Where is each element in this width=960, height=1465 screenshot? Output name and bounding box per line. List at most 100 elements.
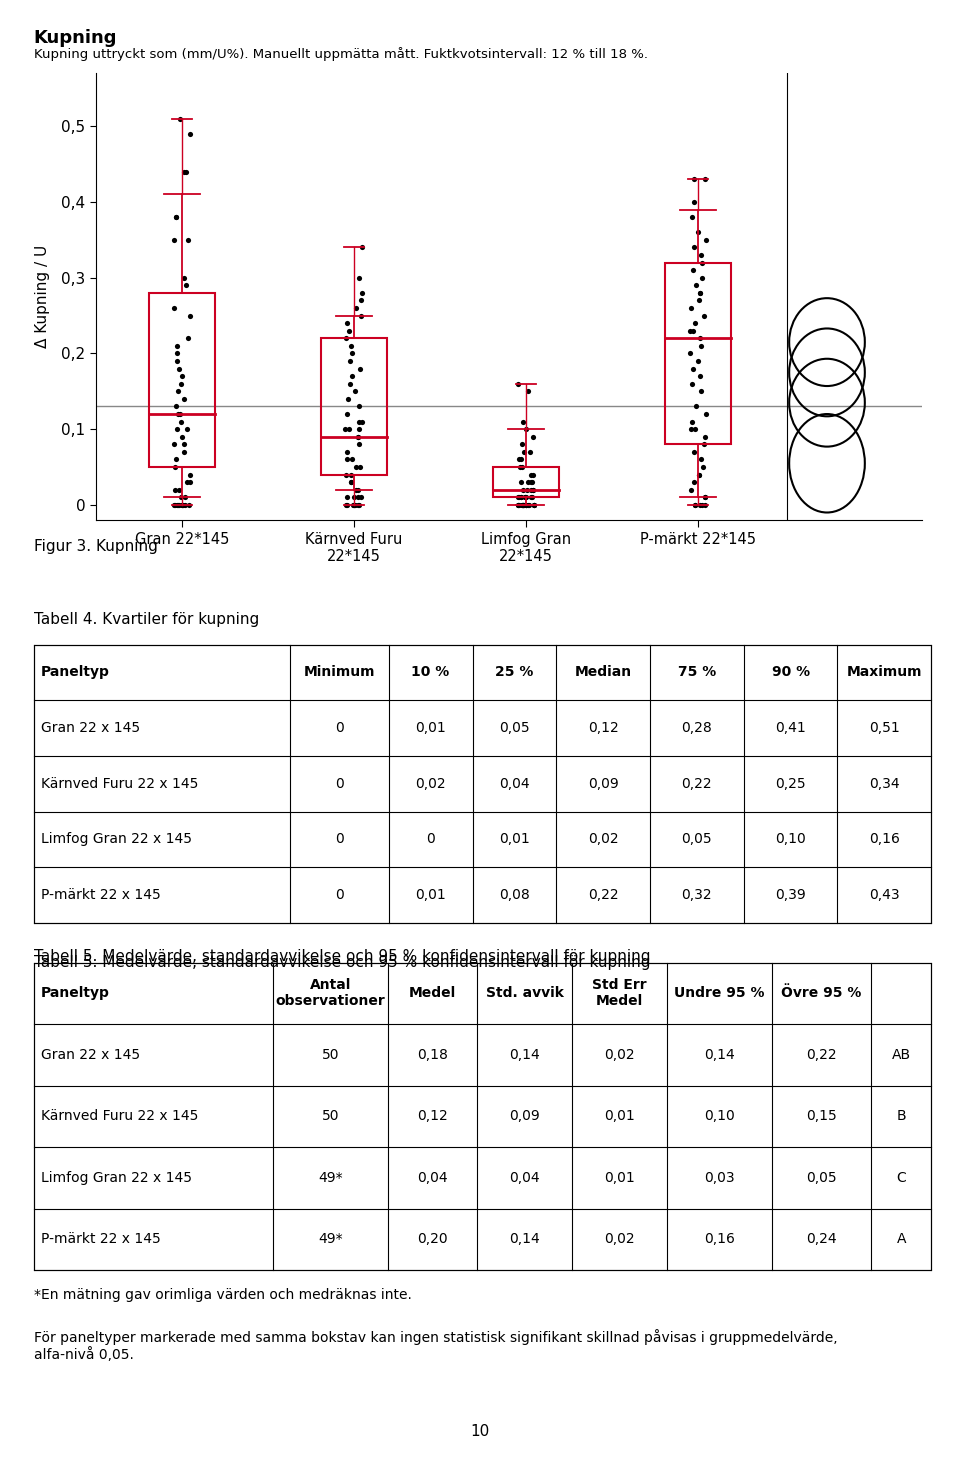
Text: 50: 50 bbox=[322, 1109, 339, 1124]
Text: Limfog Gran 22 x 145: Limfog Gran 22 x 145 bbox=[40, 1171, 192, 1185]
Point bbox=[525, 478, 540, 501]
Text: Paneltyp: Paneltyp bbox=[40, 986, 109, 1001]
Point bbox=[166, 494, 181, 517]
Text: Median: Median bbox=[575, 665, 632, 680]
Point bbox=[180, 229, 196, 252]
Point bbox=[345, 341, 360, 365]
Point bbox=[525, 425, 540, 448]
Point bbox=[169, 334, 184, 357]
Point bbox=[685, 470, 701, 494]
Point bbox=[516, 410, 531, 434]
Text: 0: 0 bbox=[426, 832, 435, 847]
Point bbox=[348, 296, 364, 319]
Point bbox=[686, 167, 702, 190]
Point bbox=[518, 485, 534, 508]
Point bbox=[512, 485, 527, 508]
Text: 0,01: 0,01 bbox=[604, 1109, 635, 1124]
Point bbox=[696, 456, 711, 479]
Point bbox=[348, 494, 363, 517]
Point bbox=[354, 281, 370, 305]
Text: 0,01: 0,01 bbox=[604, 1171, 635, 1185]
Point bbox=[344, 334, 359, 357]
Text: 0,04: 0,04 bbox=[499, 776, 530, 791]
Text: 0,22: 0,22 bbox=[806, 1047, 837, 1062]
Point bbox=[520, 470, 536, 494]
Point bbox=[348, 379, 363, 403]
Point bbox=[514, 494, 529, 517]
Point bbox=[166, 296, 181, 319]
Text: 0,01: 0,01 bbox=[416, 888, 446, 902]
Text: 0,02: 0,02 bbox=[416, 776, 446, 791]
Text: 0,08: 0,08 bbox=[499, 888, 530, 902]
Text: 75 %: 75 % bbox=[678, 665, 716, 680]
Text: 0,05: 0,05 bbox=[682, 832, 712, 847]
Point bbox=[169, 349, 184, 372]
Point bbox=[351, 418, 367, 441]
Text: B: B bbox=[897, 1109, 906, 1124]
Text: 0,09: 0,09 bbox=[510, 1109, 540, 1124]
Text: P-märkt 22 x 145: P-märkt 22 x 145 bbox=[40, 888, 160, 902]
Text: 0,28: 0,28 bbox=[682, 721, 712, 735]
Point bbox=[344, 365, 359, 388]
Text: 0,09: 0,09 bbox=[588, 776, 618, 791]
Point bbox=[690, 221, 706, 245]
Point bbox=[169, 341, 184, 365]
Point bbox=[685, 236, 701, 259]
Text: 0,04: 0,04 bbox=[418, 1171, 448, 1185]
Point bbox=[339, 327, 354, 350]
Text: 25 %: 25 % bbox=[495, 665, 534, 680]
Point bbox=[182, 470, 198, 494]
Point bbox=[350, 425, 366, 448]
Point bbox=[181, 494, 197, 517]
Text: 0,22: 0,22 bbox=[682, 776, 712, 791]
Point bbox=[693, 448, 708, 472]
Point bbox=[524, 485, 540, 508]
Text: Gran 22 x 145: Gran 22 x 145 bbox=[40, 721, 140, 735]
Point bbox=[340, 485, 355, 508]
Text: Limfog Gran 22 x 145: Limfog Gran 22 x 145 bbox=[40, 832, 192, 847]
Point bbox=[350, 485, 366, 508]
Point bbox=[526, 463, 541, 486]
Point bbox=[526, 494, 541, 517]
Point bbox=[682, 341, 697, 365]
Point bbox=[168, 494, 183, 517]
Point bbox=[354, 236, 370, 259]
Point bbox=[339, 312, 354, 335]
Text: 0,10: 0,10 bbox=[776, 832, 806, 847]
Point bbox=[511, 372, 526, 396]
Point bbox=[351, 394, 367, 418]
Point bbox=[340, 387, 355, 410]
Point bbox=[697, 485, 712, 508]
Point bbox=[516, 494, 531, 517]
Point bbox=[176, 267, 191, 290]
Point bbox=[511, 494, 526, 517]
Point bbox=[687, 494, 703, 517]
Point bbox=[351, 432, 367, 456]
Point bbox=[345, 494, 360, 517]
Point bbox=[346, 485, 361, 508]
Text: 0,12: 0,12 bbox=[418, 1109, 448, 1124]
Point bbox=[350, 494, 366, 517]
Point bbox=[171, 357, 186, 381]
Point bbox=[695, 251, 710, 274]
Text: 0,14: 0,14 bbox=[704, 1047, 734, 1062]
Text: Antal
observationer: Antal observationer bbox=[276, 979, 385, 1008]
Point bbox=[348, 478, 364, 501]
Point bbox=[697, 494, 712, 517]
Point bbox=[339, 440, 354, 463]
Point bbox=[691, 463, 707, 486]
Point bbox=[180, 418, 195, 441]
Point bbox=[518, 494, 534, 517]
Point bbox=[352, 456, 368, 479]
Point bbox=[167, 456, 182, 479]
Point bbox=[351, 410, 367, 434]
Point bbox=[353, 289, 369, 312]
Text: 49*: 49* bbox=[318, 1171, 343, 1185]
Bar bbox=[150, 293, 215, 467]
Text: 0,03: 0,03 bbox=[704, 1171, 734, 1185]
Point bbox=[354, 410, 370, 434]
Point bbox=[685, 190, 701, 214]
Point bbox=[167, 229, 182, 252]
Point bbox=[694, 267, 709, 290]
Point bbox=[688, 274, 704, 297]
